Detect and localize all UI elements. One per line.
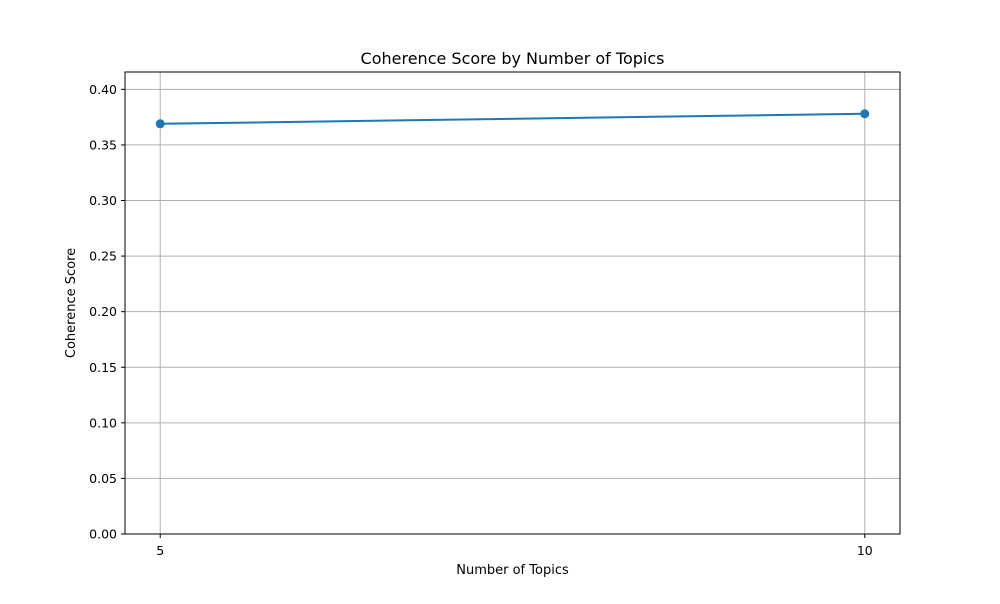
y-tick-label: 0.00 [89,527,117,542]
data-series [160,112,865,125]
y-axis-ticks: 0.00 0.05 0.10 0.15 0.20 0.25 0.30 0.35 0.40 [89,82,125,542]
y-tick-label: 0.30 [89,193,117,208]
plot-area-frame [124,71,901,535]
y-tick-label: 0.05 [89,471,117,486]
data-points [155,109,870,129]
chart-title: Coherence Score by Number of Topics [361,49,665,68]
y-tick-label: 0.15 [89,360,117,375]
x-axis-ticks: 5 10 [156,534,873,558]
y-tick-label: 0.20 [89,304,117,319]
y-tick-label: 0.40 [89,82,117,97]
y-tick-label: 0.35 [89,137,117,152]
grid [125,72,900,535]
x-axis-label: Number of Topics [456,563,569,578]
series-line [160,112,865,125]
y-tick-label: 0.25 [89,249,117,264]
y-axis-label: Coherence Score [64,248,79,358]
data-point [860,109,870,119]
x-tick-label: 5 [156,543,164,558]
x-tick-label: 10 [857,543,873,558]
data-point [155,119,165,129]
y-tick-label: 0.10 [89,415,117,430]
